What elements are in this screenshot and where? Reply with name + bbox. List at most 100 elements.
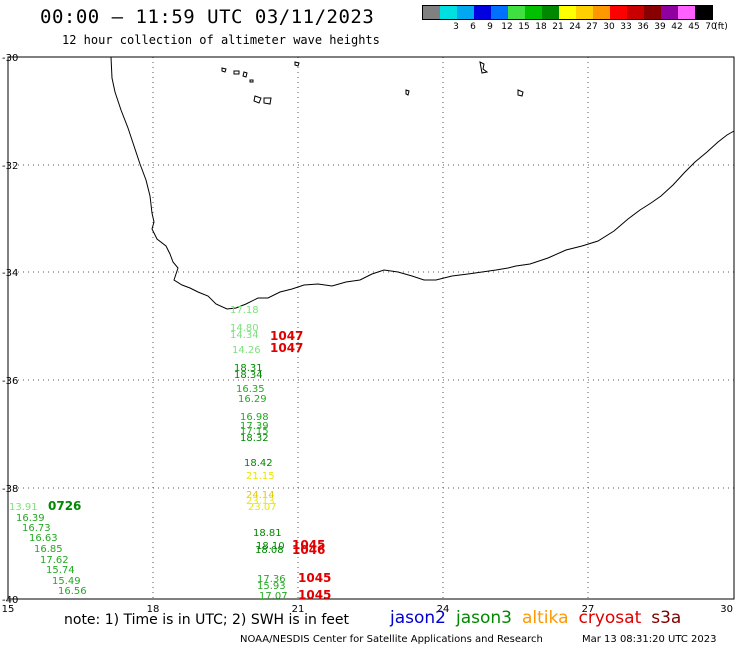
x-tick-label: 27	[582, 604, 595, 615]
wave-height-label: 15.49	[52, 576, 81, 587]
color-scale-label: 27	[586, 22, 598, 32]
color-scale-label: 12	[501, 22, 513, 32]
color-scale-swatches	[422, 5, 713, 20]
color-scale-label: 45	[688, 22, 700, 32]
color-swatch	[678, 6, 695, 19]
wave-height-label: 13.91	[9, 502, 38, 513]
wave-height-label: 18.10	[256, 541, 285, 552]
color-swatch	[593, 6, 610, 19]
color-swatch	[695, 6, 712, 19]
wave-height-label: 16.85	[34, 544, 63, 555]
color-swatch	[661, 6, 678, 19]
y-tick-label: -38	[2, 484, 18, 495]
pass-time-label: 0726	[48, 499, 81, 513]
color-swatch	[542, 6, 559, 19]
color-swatch	[525, 6, 542, 19]
wave-height-label: 18.31	[234, 363, 263, 374]
wave-height-label: 14.26	[232, 345, 261, 356]
footnote: note: 1) Time is in UTC; 2) SWH is in fe…	[64, 612, 350, 628]
axis-tick-labels: 15 18 21 24 27 30 -30 -32 -34 -36 -38 -40	[2, 53, 733, 615]
island	[263, 97, 272, 105]
wave-height-label: 17.39	[240, 421, 269, 432]
pass-time-label: 1045	[298, 571, 331, 585]
y-tick-label: -32	[2, 161, 18, 172]
coastline	[110, 56, 735, 310]
map-subtitle: 12 hour collection of altimeter wave hei…	[62, 33, 380, 47]
island	[242, 71, 248, 78]
x-tick-label: 24	[437, 604, 450, 615]
color-scale-legend: 3 6 9 12 15 18 21 24 27 30 33 36 39 42 45 70 (ft)	[422, 5, 728, 34]
x-tick-label: 15	[2, 604, 15, 615]
wave-height-label: 14.34	[230, 330, 259, 341]
map-title: 00:00 – 11:59 UTC 03/11/2023	[40, 6, 375, 28]
color-scale-labels: 3 6 9 12 15 18 21 24 27 30 33 36 39 42 45 70 (ft)	[422, 20, 728, 34]
wave-height-label: 18.42	[244, 458, 273, 469]
wave-height-label: 16.39	[16, 513, 45, 524]
wave-height-label: 18.32	[240, 433, 269, 444]
color-scale-unit: (ft)	[714, 22, 728, 32]
color-scale-label: 18	[535, 22, 547, 32]
island	[517, 89, 524, 97]
wave-height-label: 14.80	[230, 323, 259, 334]
pass-time-label: 1045	[298, 588, 331, 602]
color-swatch	[508, 6, 525, 19]
x-tick-label: 30	[720, 604, 733, 615]
y-tick-label: -30	[2, 53, 18, 64]
wave-height-label: 23.07	[248, 502, 277, 513]
y-tick-label: -34	[2, 268, 18, 279]
generated-timestamp: Mar 13 08:31:20 UTC 2023	[582, 634, 717, 645]
wave-height-label: 15.74	[46, 565, 75, 576]
color-scale-label: 21	[552, 22, 564, 32]
island	[233, 70, 240, 75]
wave-height-label: 16.98	[240, 412, 269, 423]
wave-height-label: 16.56	[58, 586, 87, 597]
x-tick-label: 18	[147, 604, 160, 615]
satellite-altika-label: altika	[522, 608, 569, 628]
satellite-s3a-label: s3a	[651, 608, 682, 628]
y-tick-label: -40	[2, 595, 18, 606]
wave-height-label: 18.81	[253, 528, 282, 539]
island	[294, 61, 300, 67]
x-tick-label: 21	[292, 604, 305, 615]
wave-height-label: 17.62	[40, 555, 69, 566]
color-scale-label: 30	[603, 22, 615, 32]
wave-height-label: 16.35	[236, 384, 265, 395]
color-swatch	[440, 6, 457, 19]
wave-height-label: 17.18	[230, 305, 259, 316]
color-swatch	[457, 6, 474, 19]
satellite-jason3-label: jason3	[456, 608, 512, 628]
y-tick-label: -36	[2, 376, 18, 387]
wave-height-label: 16.73	[22, 523, 51, 534]
color-swatch	[644, 6, 661, 19]
map-grid	[8, 57, 734, 599]
color-scale-label: 6	[470, 22, 476, 32]
wave-height-label: 24.14	[246, 490, 275, 501]
satellite-jason2-label: jason2	[390, 608, 446, 628]
color-scale-label: 15	[518, 22, 530, 32]
satellite-legend: jason2 jason3 altika cryosat s3a	[390, 608, 691, 628]
pass-time-label: 1046	[292, 543, 325, 557]
color-swatch	[423, 6, 440, 19]
color-scale-label: 24	[569, 22, 581, 32]
wave-height-label: 21.15	[246, 471, 275, 482]
color-scale-label: 42	[671, 22, 683, 32]
wave-height-label: 17.36	[257, 574, 286, 585]
offshore-islands	[221, 61, 524, 105]
pass-time-label: 1045	[292, 538, 325, 552]
color-scale-label: 9	[487, 22, 493, 32]
color-scale-label: 3	[453, 22, 459, 32]
island	[221, 67, 227, 73]
color-swatch	[576, 6, 593, 19]
pass-time-label: 1047	[270, 341, 303, 355]
color-swatch	[474, 6, 491, 19]
wave-height-label: 17.15	[240, 426, 269, 437]
color-scale-label: 39	[654, 22, 666, 32]
wave-height-label: 18.34	[234, 370, 263, 381]
color-scale-label: 36	[637, 22, 649, 32]
wave-height-label: 16.29	[238, 394, 267, 405]
island	[253, 95, 262, 104]
wave-height-label: 15.93	[257, 581, 286, 592]
island	[249, 79, 254, 83]
